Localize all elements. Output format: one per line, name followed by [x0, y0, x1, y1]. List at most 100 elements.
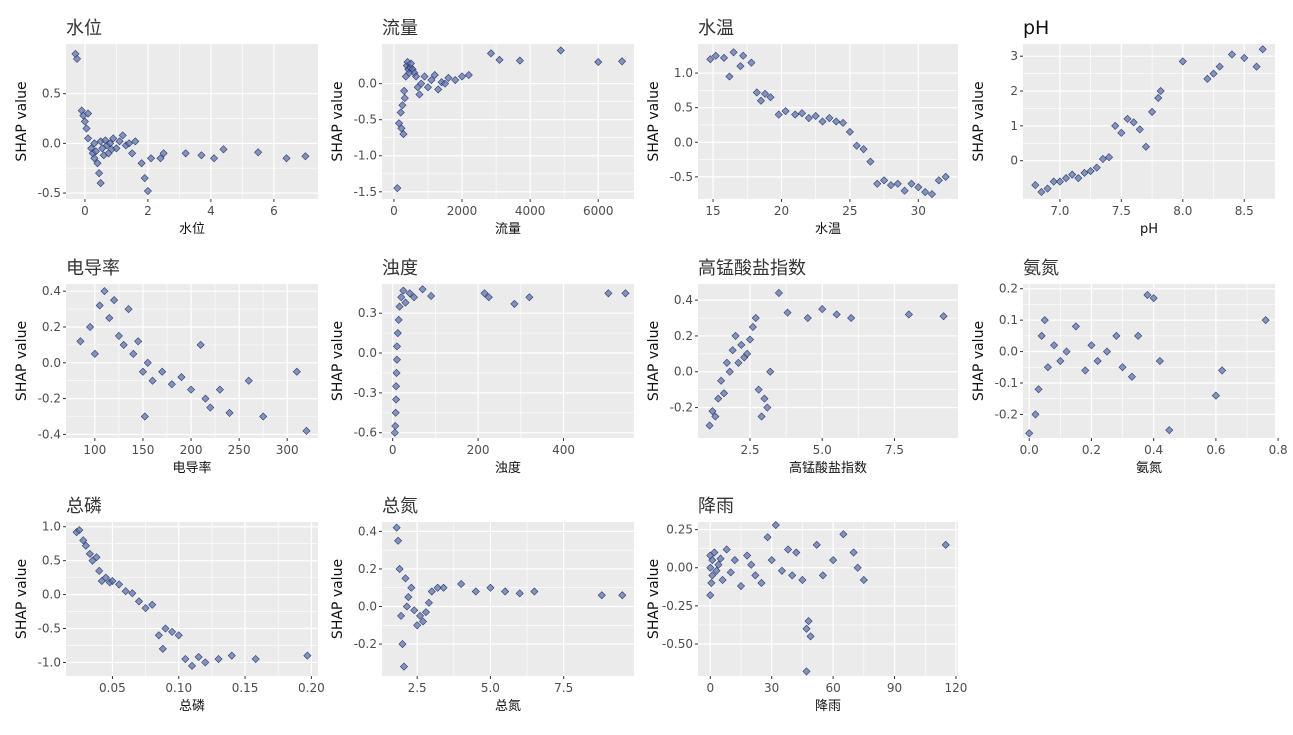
- data-point: [1154, 93, 1163, 103]
- data-point: [393, 329, 402, 338]
- data-point: [725, 367, 734, 376]
- y-tick-label: -0.3: [354, 386, 377, 400]
- y-axis-label: SHAP value: [330, 81, 346, 161]
- data-point: [812, 540, 821, 549]
- data-point: [464, 70, 473, 80]
- y-tick-label: -0.1: [995, 376, 1018, 390]
- data-point: [292, 367, 301, 376]
- data-point: [401, 298, 410, 307]
- data-point: [1093, 356, 1102, 366]
- data-point: [729, 48, 738, 57]
- data-point: [604, 289, 613, 298]
- data-point: [128, 589, 137, 598]
- data-point: [206, 403, 215, 412]
- data-point: [98, 144, 107, 153]
- x-tick-label: 0: [706, 681, 714, 695]
- data-point: [845, 127, 854, 136]
- data-point: [811, 111, 820, 120]
- data-point: [427, 587, 436, 596]
- data-point: [391, 408, 400, 417]
- data-point: [941, 540, 950, 549]
- y-tick-label: -0.2: [354, 637, 377, 651]
- x-tick-label: 250: [228, 443, 251, 457]
- y-tick-label: 1.0: [674, 66, 693, 80]
- y-tick-label: -1.0: [354, 149, 377, 163]
- data-point: [939, 312, 948, 321]
- data-point: [757, 578, 766, 588]
- data-point: [392, 355, 401, 364]
- y-tick-label: -0.5: [38, 622, 61, 636]
- plot-background: [698, 284, 958, 438]
- data-point: [893, 179, 902, 188]
- data-point: [594, 57, 603, 67]
- data-point: [847, 313, 856, 323]
- x-tick-label: 4: [207, 204, 215, 218]
- data-point: [719, 389, 729, 398]
- data-point: [148, 376, 157, 385]
- data-point: [396, 108, 405, 117]
- panel-9: 0.05 0.10 0.15 0.20-1.0-0.50.00.51.0总磷总磷SHA…: [14, 496, 325, 714]
- data-point: [618, 591, 627, 600]
- data-point: [399, 130, 408, 139]
- data-point: [825, 114, 834, 123]
- x-tick-label: 90: [887, 681, 902, 695]
- data-point: [100, 287, 109, 296]
- data-point: [391, 422, 400, 431]
- data-point: [394, 536, 403, 545]
- panel-title: 降雨: [698, 496, 734, 517]
- data-point: [75, 526, 84, 535]
- y-tick-label: 0.0: [42, 356, 61, 370]
- data-point: [1117, 128, 1126, 137]
- x-axis-label: 总磷: [179, 699, 205, 714]
- data-point: [168, 627, 177, 636]
- data-point: [1043, 184, 1052, 193]
- data-point: [714, 560, 723, 569]
- data-point: [726, 568, 735, 577]
- data-point: [397, 124, 406, 133]
- y-axis-label: SHAP value: [646, 559, 662, 639]
- data-point: [1031, 410, 1040, 419]
- data-point: [774, 288, 783, 297]
- panel-title: 水温: [698, 18, 734, 39]
- y-tick-label: -0.2: [38, 392, 61, 406]
- data-point: [806, 632, 815, 641]
- data-point: [804, 617, 813, 626]
- data-point: [873, 179, 882, 188]
- data-point: [515, 589, 524, 598]
- data-point: [197, 151, 206, 160]
- data-point: [480, 289, 489, 298]
- data-point: [1102, 347, 1112, 356]
- x-tick-label: 0: [390, 204, 398, 218]
- panel-title: 总磷: [66, 496, 102, 517]
- data-point: [907, 179, 916, 188]
- data-point: [394, 315, 403, 324]
- data-point: [766, 367, 775, 376]
- y-tick-label: 0.0: [358, 600, 377, 614]
- data-point: [225, 408, 234, 417]
- data-point: [303, 651, 312, 660]
- data-point: [757, 412, 766, 421]
- data-point: [743, 349, 752, 358]
- data-point: [743, 551, 752, 560]
- data-point: [109, 134, 118, 143]
- y-axis-label: SHAP value: [14, 81, 30, 161]
- x-tick-label: 0.10: [165, 681, 192, 695]
- data-point: [115, 137, 124, 146]
- x-axis-label: 浊度: [495, 460, 521, 476]
- data-point: [119, 340, 128, 349]
- data-point: [161, 624, 170, 633]
- data-point: [1034, 385, 1043, 394]
- panel-title: 浊度: [382, 258, 418, 279]
- x-tick-label: 30: [911, 204, 926, 218]
- panel-title: 水位: [66, 18, 102, 39]
- data-point: [95, 566, 104, 575]
- data-point: [114, 331, 123, 340]
- data-point: [501, 587, 510, 596]
- x-tick-label: 15: [705, 204, 720, 218]
- x-tick-label: 120: [944, 681, 967, 695]
- data-point: [90, 154, 99, 163]
- data-point: [457, 579, 466, 589]
- data-point: [839, 530, 848, 539]
